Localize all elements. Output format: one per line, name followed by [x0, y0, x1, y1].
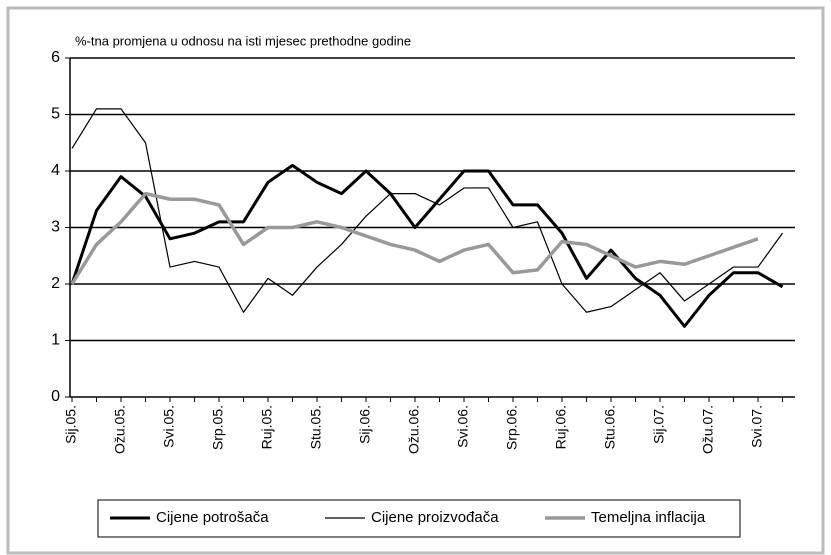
x-tick-label: Ožu.06.	[406, 405, 422, 454]
y-tick-label: 3	[51, 219, 60, 236]
x-tick-label: Ožu.07.	[700, 405, 716, 454]
x-tick-label: Svi.05.	[161, 405, 177, 448]
series-line	[70, 191, 759, 285]
x-tick-label: Sij.06.	[357, 405, 373, 444]
x-tick-label: Sij.07.	[651, 405, 667, 444]
x-tick-label: Ruj.05.	[259, 405, 275, 449]
x-tick-label: Srp.05.	[210, 405, 226, 450]
y-tick-label: 6	[51, 49, 60, 66]
x-tick-label: Srp.06.	[504, 405, 520, 450]
legend-label: Cijene proizvođača	[371, 509, 499, 526]
legend-label: Temeljna inflacija	[591, 509, 706, 526]
x-tick-label: Svi.07.	[749, 405, 765, 448]
y-tick-label: 5	[51, 106, 60, 123]
frame	[6, 6, 825, 555]
series-line	[70, 163, 784, 328]
chart-subtitle: %-tna promjena u odnosu na isti mjesec p…	[75, 33, 411, 48]
series-line	[71, 108, 783, 313]
y-tick-label: 4	[51, 162, 60, 179]
x-tick-label: Svi.06.	[455, 405, 471, 448]
x-tick-label: Stu.06.	[602, 405, 618, 449]
legend-box	[97, 499, 741, 538]
x-tick-label: Ruj.06.	[553, 405, 569, 449]
y-tick-label: 2	[51, 275, 60, 292]
legend-label: Cijene potrošača	[156, 509, 269, 526]
x-tick-label: Ožu.05.	[112, 405, 128, 454]
x-tick-label: Sij.05.	[63, 405, 79, 444]
x-tick-label: Stu.05.	[308, 405, 324, 449]
y-tick-label: 0	[51, 388, 60, 405]
y-tick-label: 1	[51, 332, 60, 349]
